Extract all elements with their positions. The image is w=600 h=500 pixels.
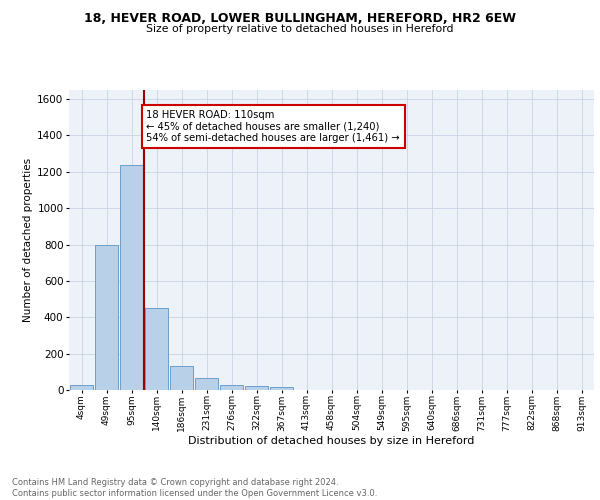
Bar bbox=[145, 308, 169, 390]
Text: 18, HEVER ROAD, LOWER BULLINGHAM, HEREFORD, HR2 6EW: 18, HEVER ROAD, LOWER BULLINGHAM, HEREFO… bbox=[84, 12, 516, 26]
Text: Size of property relative to detached houses in Hereford: Size of property relative to detached ho… bbox=[146, 24, 454, 34]
Bar bbox=[119, 164, 143, 390]
Bar bbox=[194, 378, 218, 390]
Bar bbox=[269, 388, 293, 390]
Text: Contains HM Land Registry data © Crown copyright and database right 2024.
Contai: Contains HM Land Registry data © Crown c… bbox=[12, 478, 377, 498]
Bar bbox=[220, 386, 244, 390]
Text: 18 HEVER ROAD: 110sqm
← 45% of detached houses are smaller (1,240)
54% of semi-d: 18 HEVER ROAD: 110sqm ← 45% of detached … bbox=[146, 110, 400, 143]
Bar bbox=[95, 244, 118, 390]
Bar bbox=[170, 366, 193, 390]
Bar bbox=[70, 386, 94, 390]
Y-axis label: Number of detached properties: Number of detached properties bbox=[23, 158, 33, 322]
X-axis label: Distribution of detached houses by size in Hereford: Distribution of detached houses by size … bbox=[188, 436, 475, 446]
Bar bbox=[245, 386, 268, 390]
